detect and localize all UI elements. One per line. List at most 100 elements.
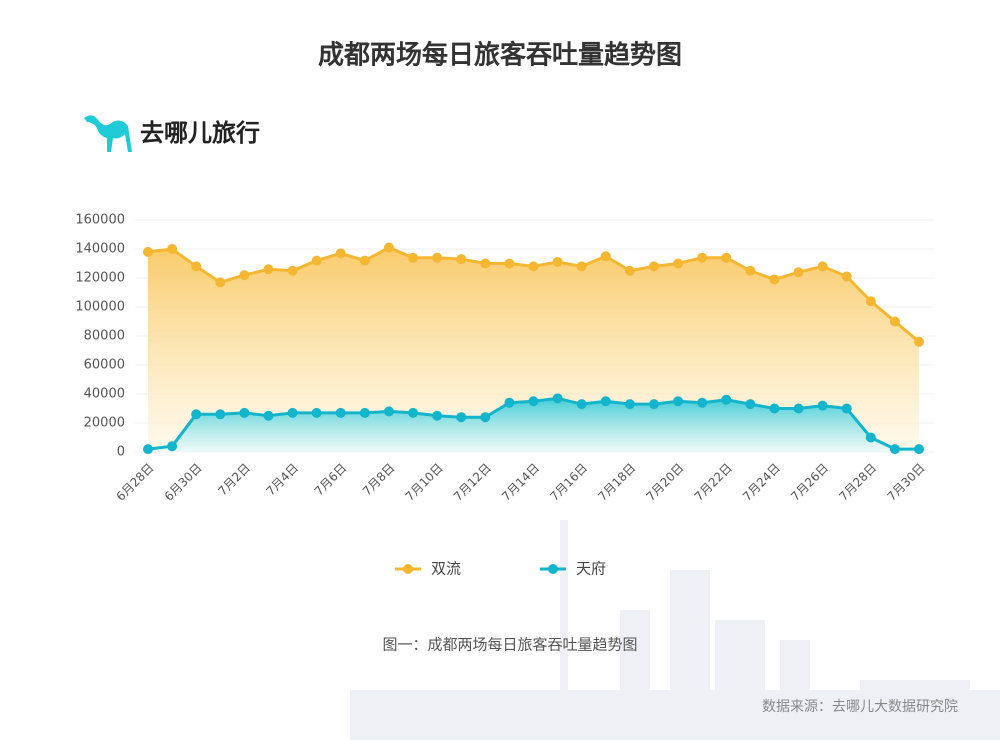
point	[697, 252, 708, 263]
x-tick-label: 7月22日	[692, 461, 735, 504]
point	[552, 257, 563, 268]
legend-dot	[548, 564, 558, 574]
y-tick-label: 140000	[75, 242, 125, 257]
point	[721, 394, 732, 405]
point	[914, 444, 924, 455]
x-tick-label: 7月8日	[360, 461, 398, 499]
point	[528, 396, 539, 407]
point	[167, 244, 178, 254]
point	[167, 441, 178, 452]
point	[745, 265, 756, 276]
point	[841, 403, 852, 414]
point	[143, 246, 153, 257]
point	[576, 261, 587, 272]
point	[600, 396, 611, 407]
point	[769, 274, 780, 285]
y-tick-label: 40000	[84, 387, 125, 402]
point	[889, 316, 900, 327]
x-tick-label: 7月30日	[885, 461, 928, 504]
x-tick-label: 7月28日	[836, 461, 879, 504]
x-tick-label: 7月24日	[740, 461, 783, 504]
point	[673, 396, 684, 407]
point	[480, 258, 491, 269]
point	[600, 251, 611, 262]
point	[143, 444, 153, 455]
legend-dot	[403, 564, 413, 574]
point	[552, 393, 563, 404]
point	[528, 261, 539, 272]
point	[383, 406, 394, 417]
point	[576, 399, 587, 410]
y-tick-label: 80000	[84, 329, 125, 344]
point	[359, 255, 370, 266]
point	[239, 270, 250, 281]
point	[865, 296, 876, 307]
y-tick-label: 100000	[75, 300, 125, 315]
y-tick-label: 160000	[75, 213, 125, 228]
point	[335, 248, 346, 259]
x-tick-label: 7月20日	[644, 461, 687, 504]
x-tick-label: 7月12日	[451, 461, 494, 504]
x-tick-label: 7月2日	[215, 461, 253, 499]
caption: 图一：成都两场每日旅客吞吐量趋势图	[382, 636, 637, 654]
point	[432, 410, 443, 421]
point	[191, 409, 202, 420]
point	[673, 258, 684, 269]
point	[287, 265, 298, 276]
point	[745, 399, 756, 410]
point	[263, 264, 274, 275]
x-tick-label: 7月26日	[788, 461, 831, 504]
point	[456, 412, 467, 423]
chart-title: 成都两场每日旅客吞吐量趋势图	[318, 40, 682, 71]
point	[697, 397, 708, 408]
legend-label: 天府	[576, 560, 606, 578]
point	[793, 267, 804, 278]
point	[311, 255, 322, 266]
point	[624, 265, 635, 276]
y-tick-label: 0	[117, 445, 125, 460]
point	[408, 407, 419, 418]
point	[311, 407, 322, 418]
point	[914, 336, 924, 347]
point	[215, 409, 226, 420]
point	[215, 277, 226, 288]
point	[456, 254, 467, 265]
x-tick-label: 7月16日	[547, 461, 590, 504]
y-tick-label: 20000	[84, 416, 125, 431]
point	[504, 397, 515, 408]
legend-label: 双流	[431, 560, 461, 578]
x-tick-label: 6月30日	[162, 461, 205, 504]
point	[263, 410, 274, 421]
point	[841, 271, 852, 282]
point	[624, 399, 635, 410]
point	[793, 403, 804, 414]
skyline	[350, 520, 1000, 740]
source: 数据来源：去哪儿大数据研究院	[762, 699, 958, 715]
point	[817, 400, 828, 411]
point	[817, 261, 828, 272]
point	[865, 432, 876, 443]
point	[408, 252, 419, 263]
area	[148, 398, 919, 452]
x-tick-label: 7月6日	[312, 461, 350, 499]
point	[191, 261, 202, 272]
point	[383, 242, 394, 253]
y-tick-label: 120000	[75, 271, 125, 286]
logo: 去哪儿旅行	[84, 115, 260, 152]
point	[287, 407, 298, 418]
x-tick-label: 7月18日	[595, 461, 638, 504]
point	[504, 258, 515, 269]
point	[648, 261, 659, 272]
point	[432, 252, 443, 263]
y-tick-label: 60000	[84, 358, 125, 373]
point	[769, 403, 780, 414]
point	[648, 399, 659, 410]
point	[359, 407, 370, 418]
point	[239, 407, 250, 418]
point	[721, 252, 732, 263]
point	[480, 412, 491, 423]
brand: 去哪儿旅行	[140, 119, 260, 147]
point	[335, 407, 346, 418]
x-tick-label: 7月14日	[499, 461, 542, 504]
